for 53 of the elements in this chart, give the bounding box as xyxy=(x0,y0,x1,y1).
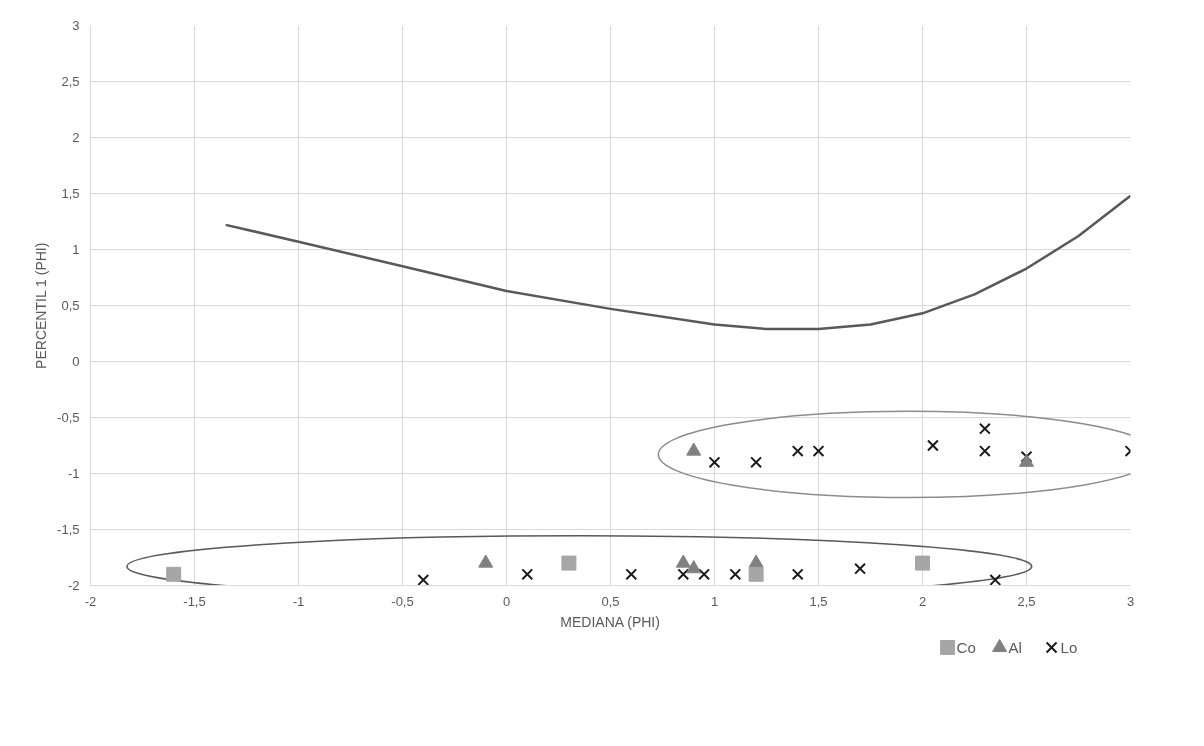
line-series xyxy=(224,194,1131,331)
y-tick-label: 2,5 xyxy=(61,74,80,89)
point xyxy=(686,560,702,574)
point xyxy=(791,568,804,581)
x-tick-label: 0,5 xyxy=(601,593,620,609)
legend-label: Al xyxy=(1008,639,1022,656)
point xyxy=(677,568,690,581)
point xyxy=(978,422,991,435)
point xyxy=(989,573,1002,586)
point xyxy=(915,555,930,571)
point xyxy=(748,566,764,582)
y-tick-label: -2 xyxy=(67,578,80,593)
x-tick-label: 1,5 xyxy=(809,593,828,609)
y-tick-label: -1 xyxy=(67,466,80,481)
y-tick-label: 0 xyxy=(72,354,80,369)
y-tick-label: 0,5 xyxy=(61,298,80,313)
x-tick-label: -0,5 xyxy=(391,593,414,609)
legend-label: Co xyxy=(956,639,976,656)
point xyxy=(812,445,825,458)
x-tick-label: -1,5 xyxy=(183,593,206,609)
point xyxy=(708,456,721,469)
x-tick-label: -2 xyxy=(84,593,97,609)
x-axis-title: MEDIANA (PHI) xyxy=(560,613,660,630)
point xyxy=(478,554,494,568)
x-tick-label: 2,5 xyxy=(1017,593,1036,609)
y-axis-title: PERCENTIL 1 (PHI) xyxy=(33,242,50,369)
y-tick-label: -1,5 xyxy=(57,522,80,537)
point xyxy=(1020,450,1033,463)
point xyxy=(750,456,763,469)
y-tick-label: 1 xyxy=(72,242,80,257)
point xyxy=(791,445,804,458)
point xyxy=(521,568,534,581)
point xyxy=(926,439,939,452)
point xyxy=(748,554,764,568)
legend-label: Lo xyxy=(1060,639,1078,656)
x-tick-label: 0 xyxy=(502,593,511,609)
point xyxy=(978,445,991,458)
y-tick-label: 2 xyxy=(72,130,80,145)
x-tick-label: 3 xyxy=(1126,593,1135,609)
point xyxy=(166,566,182,582)
x-tick-label: 1 xyxy=(710,593,719,609)
y-tick-label: 3 xyxy=(72,18,80,33)
point xyxy=(854,562,867,575)
point xyxy=(625,568,638,581)
x-tick-label: -1 xyxy=(292,593,305,609)
point xyxy=(675,554,691,568)
point xyxy=(561,555,577,571)
y-tick-label: 1,5 xyxy=(61,186,80,201)
y-tick-label: -0,5 xyxy=(57,410,80,425)
point xyxy=(417,573,430,586)
point xyxy=(698,568,711,581)
point xyxy=(729,568,742,581)
x-tick-label: 2 xyxy=(918,593,927,609)
